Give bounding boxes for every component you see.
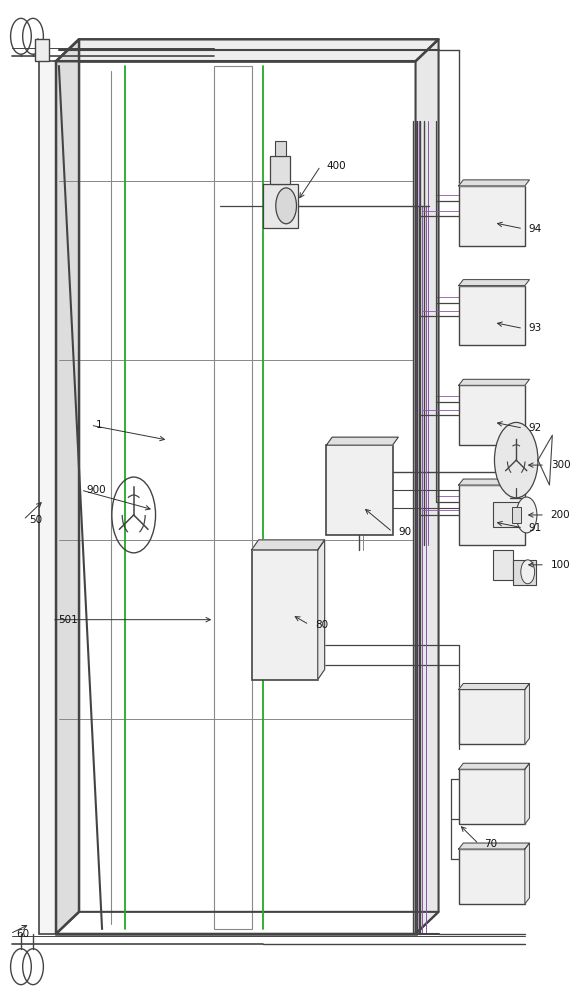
Text: 100: 100 [551, 560, 570, 570]
Bar [459, 385, 525, 445]
Polygon shape [459, 479, 529, 485]
Polygon shape [525, 843, 529, 904]
Bar [56, 61, 416, 934]
Bar [35, 39, 49, 61]
Text: 60: 60 [16, 929, 29, 939]
Polygon shape [459, 683, 529, 689]
Bar [39, 61, 56, 934]
Polygon shape [56, 39, 79, 934]
Text: 400: 400 [327, 161, 346, 171]
Bar [251, 550, 318, 680]
Polygon shape [327, 437, 398, 445]
Bar [459, 689, 525, 744]
Circle shape [521, 560, 535, 584]
Polygon shape [459, 379, 529, 385]
Text: 200: 200 [551, 510, 570, 520]
Text: 1: 1 [97, 420, 103, 430]
Polygon shape [459, 843, 529, 849]
Circle shape [494, 422, 538, 498]
Polygon shape [459, 763, 529, 769]
Bar [513, 560, 536, 585]
Polygon shape [251, 540, 325, 550]
Bar [214, 66, 251, 929]
Polygon shape [318, 540, 325, 680]
Bar [263, 184, 298, 228]
Bar [493, 502, 522, 527]
Text: 93: 93 [529, 323, 542, 333]
Text: 92: 92 [529, 423, 542, 433]
Text: 70: 70 [484, 839, 498, 849]
Text: 501: 501 [58, 615, 77, 625]
Bar [459, 286, 525, 345]
Bar [270, 156, 290, 184]
Polygon shape [56, 39, 439, 61]
Circle shape [276, 188, 297, 224]
Bar [459, 186, 525, 246]
Polygon shape [416, 39, 439, 934]
Bar [275, 141, 286, 156]
Bar [512, 507, 521, 523]
Polygon shape [459, 180, 529, 186]
Bar [459, 769, 525, 824]
Bar [493, 550, 513, 580]
Bar [459, 849, 525, 904]
Text: 900: 900 [87, 485, 106, 495]
Text: 300: 300 [551, 460, 570, 470]
Polygon shape [459, 280, 529, 286]
Text: 94: 94 [529, 224, 542, 234]
Text: 91: 91 [529, 523, 542, 533]
Polygon shape [525, 683, 529, 744]
Bar [459, 485, 525, 545]
Circle shape [516, 497, 537, 533]
Text: 80: 80 [315, 620, 328, 630]
Text: 90: 90 [398, 527, 412, 537]
Polygon shape [525, 763, 529, 824]
Bar [327, 445, 392, 535]
Text: 50: 50 [29, 515, 42, 525]
